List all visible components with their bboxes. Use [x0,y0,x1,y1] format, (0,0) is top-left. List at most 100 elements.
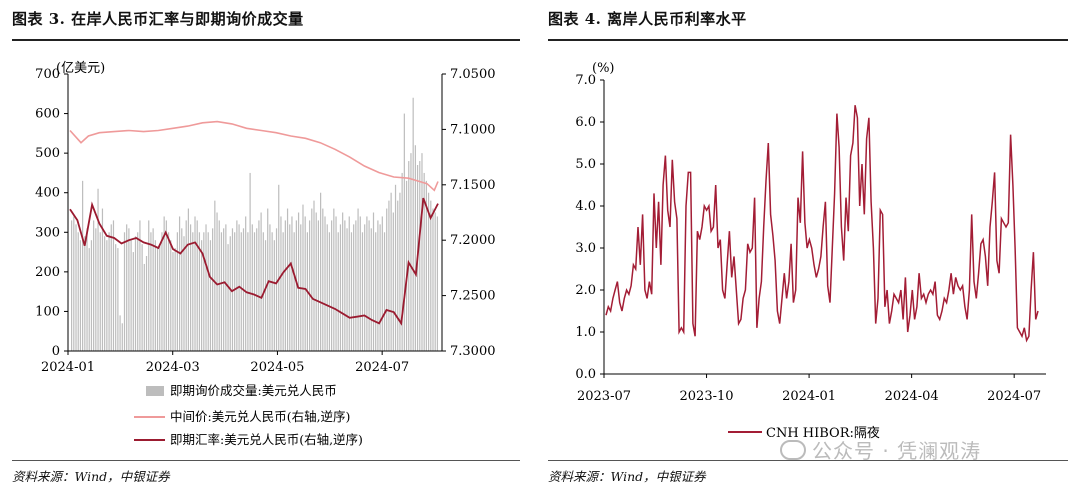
left-y-tick-label: 400 [35,186,60,201]
volume-bar [414,145,416,351]
volume-bar [167,232,170,351]
volume-bar [253,232,256,351]
left-x-ticks: 2024-01 2024-03 2024-05 2024-07 [41,351,409,375]
volume-bar [143,263,145,351]
mid-rate-line-group [69,120,439,192]
volume-bar [260,212,262,351]
volume-bar [286,208,289,351]
volume-bar [436,216,439,351]
hibor-x-tick-label: 2024-07 [987,389,1041,404]
wechat-icon [780,440,806,460]
mid-rate-line [69,120,439,192]
volume-bar [311,208,313,351]
volume-bar [240,232,242,351]
volume-bar [216,212,218,351]
volume-bar [227,244,229,351]
volume-bar [320,192,322,351]
volume-bar [282,232,284,351]
spot-rate-line-group [69,197,439,326]
volume-bar [425,180,427,351]
volume-bar [130,240,132,351]
volume-bar [256,228,258,351]
volume-bar [205,224,207,351]
volume-bar [379,224,381,351]
hibor-x-tick-label: 2024-04 [885,389,939,404]
left-y-tick-label: 700 [35,67,60,82]
volume-bar [231,228,234,351]
volume-bar [392,212,394,351]
right-source: 资料来源：Wind，中银证券 [548,469,706,484]
volume-bar [220,232,223,351]
left-y-tick-label: 500 [35,146,60,161]
volume-bar [258,220,260,351]
volume-bar [152,228,154,351]
volume-bar [234,232,236,351]
volume-bar [370,228,372,351]
volume-bar [278,184,280,351]
volume-bar [284,220,286,351]
volume-bar [275,228,278,351]
volume-bar [377,220,379,351]
volume-bar [185,220,187,351]
volume-bar [189,224,192,351]
volume-bar [187,208,190,351]
right-y-ticks: 7.0500 7.1000 7.1500 7.2000 7.2500 7.3000 [442,67,496,359]
volume-bar [372,212,375,351]
volume-bar [159,244,161,351]
right-chart-title: 图表 4. 离岸人民币利率水平 [548,10,747,28]
volume-bar [264,240,267,351]
volume-bar [289,224,291,351]
volume-bar [291,216,293,351]
volume-bar [251,224,253,351]
volume-bar [348,216,350,351]
hibor-x-ticks: 2023-07 2023-10 2024-01 2024-04 2024-07 [577,374,1041,404]
right-title-rule [548,39,1068,41]
volume-bar [247,232,249,351]
volume-bar [209,240,212,351]
volume-bar [137,232,139,351]
volume-bar [421,153,423,351]
volume-bar [405,180,408,351]
left-y-tick-label: 300 [35,225,60,240]
volume-bar [115,244,117,351]
volume-bar [328,232,331,351]
volume-bar [249,172,251,351]
volume-bar [106,240,108,351]
volume-bar [86,228,88,351]
volume-bar [350,232,353,351]
volume-bar [236,220,238,351]
volume-bar [75,224,77,351]
volume-bar [383,232,386,351]
volume-bar [297,212,300,351]
volume-bar [432,208,434,351]
hibor-y-tick-label: 5.0 [575,157,596,172]
volume-bar [295,220,297,351]
volume-bar [141,244,143,351]
left-chart-title: 图表 3. 在岸人民币汇率与即期询价成交量 [12,10,304,28]
volume-bar [364,224,366,351]
volume-bar [101,208,104,351]
volume-bar [427,192,430,351]
volume-bar [375,232,377,351]
volume-bar [139,220,141,351]
volume-bar [112,220,115,351]
volume-bar [331,220,333,351]
left-y-tick-label: 0 [52,344,60,359]
volume-bar [408,161,410,351]
volume-bar [172,252,174,351]
volume-bar [110,224,112,351]
legend-label-volume: 即期询价成交量:美元兑人民币 [170,383,337,398]
left-x-tick-label: 2024-05 [250,360,304,375]
hibor-y-tick-label: 0.0 [575,367,596,382]
left-legend: 即期询价成交量:美元兑人民币 中间价:美元兑人民币(右轴,逆序) 即期汇率:美元… [134,383,363,447]
volume-bar [207,232,209,351]
volume-bar [423,172,425,351]
legend-label-spot: 即期汇率:美元兑人民币(右轴,逆序) [170,432,363,447]
left-y-tick-label: 100 [35,304,60,319]
volume-bar [304,216,306,351]
volume-bar [337,232,339,351]
left-y-tick-label: 600 [35,107,60,122]
volume-bar [71,220,73,351]
volume-bar [344,220,346,351]
volume-bar [397,200,399,351]
